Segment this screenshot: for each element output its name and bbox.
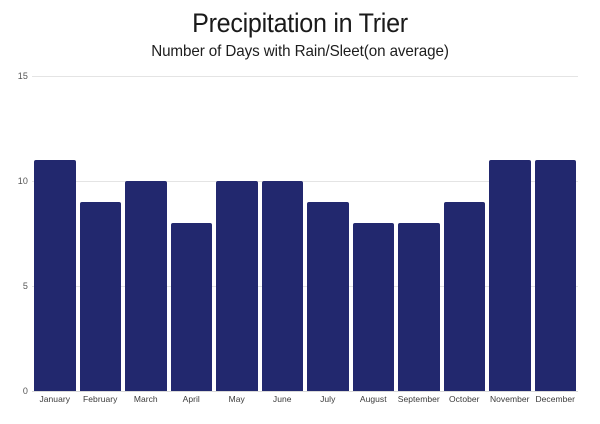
x-axis-tick-label: March — [133, 394, 158, 404]
bar[interactable] — [443, 202, 485, 391]
chart-subtitle: Number of Days with Rain/Sleet(on averag… — [151, 43, 449, 60]
bar[interactable] — [398, 223, 440, 391]
bar[interactable] — [307, 202, 349, 391]
x-axis: January February March April May June July Augu… — [32, 393, 578, 413]
y-axis-tick-label: 15 — [17, 71, 28, 81]
bar[interactable] — [489, 160, 531, 391]
x-axis-tick-label: January — [39, 394, 71, 404]
x-axis-tick-label: October — [448, 394, 480, 404]
gridline-10 — [32, 181, 578, 182]
x-axis-tick-label: February — [83, 394, 118, 404]
x-axis-tick-label: December — [535, 394, 576, 404]
bar[interactable] — [34, 160, 76, 391]
bar[interactable] — [79, 202, 121, 391]
x-axis-tick-label: July — [320, 394, 336, 404]
bar[interactable] — [261, 181, 303, 391]
y-axis-tick-label: 5 — [22, 281, 28, 291]
x-axis-tick-label: May — [228, 394, 245, 404]
bar-series — [32, 76, 578, 391]
bar[interactable] — [534, 160, 576, 391]
x-axis-tick-label: June — [272, 394, 292, 404]
y-axis: 0 5 10 15 — [0, 72, 28, 396]
bar[interactable] — [170, 223, 212, 391]
x-axis-baseline — [32, 391, 578, 392]
y-axis-tick-label: 10 — [17, 176, 28, 186]
bar[interactable] — [125, 181, 167, 391]
x-axis-tick-label: November — [489, 394, 530, 404]
x-axis-tick-label: September — [397, 394, 440, 404]
chart-title-block: Precipitation in Trier Number of Days wi… — [0, 0, 600, 62]
bar[interactable] — [352, 223, 394, 391]
gridline-15 — [32, 76, 578, 77]
gridline-5 — [32, 286, 578, 287]
page-title: Precipitation in Trier — [192, 8, 408, 38]
x-axis-tick-label: April — [182, 394, 200, 404]
y-axis-tick-label: 0 — [22, 386, 28, 396]
bar[interactable] — [216, 181, 258, 391]
x-axis-tick-label: August — [359, 394, 387, 404]
